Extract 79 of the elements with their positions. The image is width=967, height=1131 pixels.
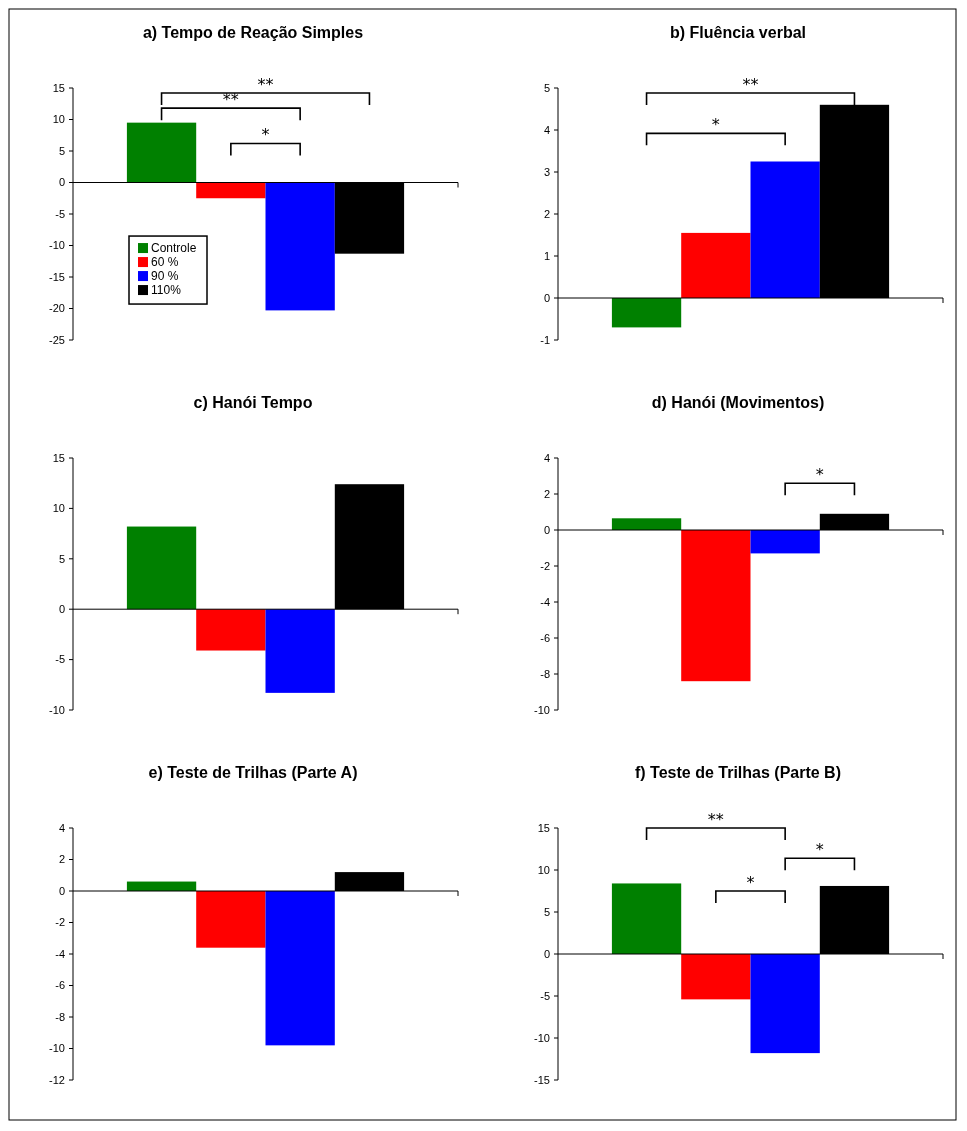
y-tick-label: -25: [49, 333, 65, 346]
y-tick-label: -5: [55, 653, 65, 666]
annotation: **: [707, 810, 724, 829]
annotation: *: [711, 115, 720, 135]
y-tick-label: 0: [58, 884, 65, 897]
chart-title: a) Tempo de Reação Simples: [142, 24, 364, 41]
y-tick-label: 5: [58, 144, 65, 157]
y-tick-label: -20: [49, 302, 65, 315]
y-tick-label: 15: [52, 81, 65, 94]
y-tick-label: 0: [58, 176, 65, 189]
bar: [265, 891, 335, 1046]
y-tick-label: 4: [543, 123, 550, 136]
legend-label: 110%: [151, 283, 182, 298]
bar: [611, 518, 682, 530]
y-tick-label: -10: [49, 1042, 65, 1055]
y-tick-label: -10: [534, 703, 550, 716]
y-tick-label: -8: [540, 667, 550, 680]
y-tick-label: -15: [534, 1073, 550, 1086]
y-tick-label: 10: [52, 502, 65, 515]
y-tick-label: 15: [537, 821, 550, 834]
chart-title: c) Hanói Tempo: [193, 394, 313, 411]
y-tick-label: -1: [540, 333, 550, 346]
y-tick-label: 5: [58, 552, 65, 565]
y-tick-label: -2: [540, 559, 550, 572]
y-tick-label: 0: [58, 603, 65, 616]
bar: [681, 530, 751, 682]
annotation: **: [742, 75, 759, 95]
y-tick-label: -4: [540, 595, 550, 608]
y-tick-label: -10: [49, 239, 65, 252]
bar: [681, 954, 751, 1000]
y-tick-label: 2: [543, 487, 550, 500]
bar: [750, 530, 820, 554]
y-tick-label: -4: [55, 947, 65, 960]
y-tick-label: 2: [543, 207, 550, 220]
y-tick-label: -10: [534, 1031, 550, 1044]
chart-title: b) Fluência verbal: [669, 24, 807, 41]
legend-label: 60 %: [151, 255, 179, 270]
y-tick-label: 0: [543, 947, 550, 960]
y-tick-label: 5: [543, 905, 550, 918]
bar: [196, 891, 266, 948]
y-tick-label: -5: [55, 207, 65, 220]
y-tick-label: 15: [52, 451, 65, 464]
y-tick-label: -10: [49, 703, 65, 716]
bar: [196, 609, 266, 651]
y-tick-label: 10: [537, 863, 550, 876]
annotation: **: [257, 75, 274, 95]
y-tick-label: 5: [543, 81, 550, 94]
bar: [126, 526, 197, 610]
annotation: *: [746, 873, 755, 892]
bar: [681, 232, 751, 298]
y-tick-label: 1: [543, 249, 550, 262]
y-tick-label: 0: [543, 523, 550, 536]
legend-label: Controle: [151, 241, 197, 256]
annotation: *: [815, 465, 824, 485]
y-tick-label: 10: [52, 113, 65, 126]
y-tick-label: 2: [58, 853, 65, 866]
bar: [265, 609, 335, 693]
bar: [611, 298, 682, 328]
annotation: *: [815, 840, 824, 860]
chart-title: f) Teste de Trilhas (Parte B): [635, 764, 841, 781]
bar: [611, 883, 682, 954]
y-tick-label: 0: [543, 291, 550, 304]
y-tick-label: 3: [543, 165, 550, 178]
y-tick-label: -15: [49, 270, 65, 283]
y-tick-label: -2: [55, 916, 65, 929]
legend-label: 90 %: [151, 269, 179, 284]
y-tick-label: -6: [55, 979, 65, 992]
y-tick-label: 4: [58, 821, 65, 834]
y-tick-label: -6: [540, 631, 550, 644]
annotation: **: [222, 90, 239, 110]
bar: [750, 161, 820, 298]
chart-title: e) Teste de Trilhas (Parte A): [148, 764, 358, 781]
annotation: *: [261, 125, 270, 145]
y-tick-label: -8: [55, 1010, 65, 1023]
y-tick-label: -5: [540, 989, 550, 1002]
y-tick-label: -12: [49, 1073, 65, 1086]
chart-title: d) Hanói (Movimentos): [651, 394, 825, 411]
y-tick-label: 4: [543, 451, 550, 464]
bar: [750, 954, 820, 1054]
